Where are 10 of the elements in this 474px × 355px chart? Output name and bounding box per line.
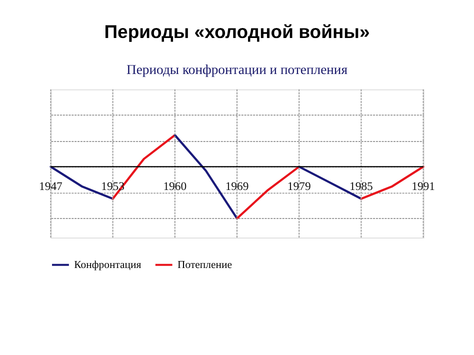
- legend-label: Потепление: [178, 258, 232, 271]
- x-tick-label: 1947: [39, 180, 63, 194]
- chart-subtitle: Периоды конфронтации и потепления: [126, 62, 348, 78]
- x-tick-label: 1991: [412, 180, 436, 194]
- x-tick-label: 1985: [350, 180, 374, 194]
- chart-title: Периоды «холодной войны»: [104, 21, 370, 42]
- legend-label: Конфронтация: [74, 258, 142, 271]
- x-tick-label: 1960: [163, 180, 187, 194]
- x-tick-label: 1979: [287, 180, 311, 194]
- x-tick-label: 1969: [225, 180, 249, 194]
